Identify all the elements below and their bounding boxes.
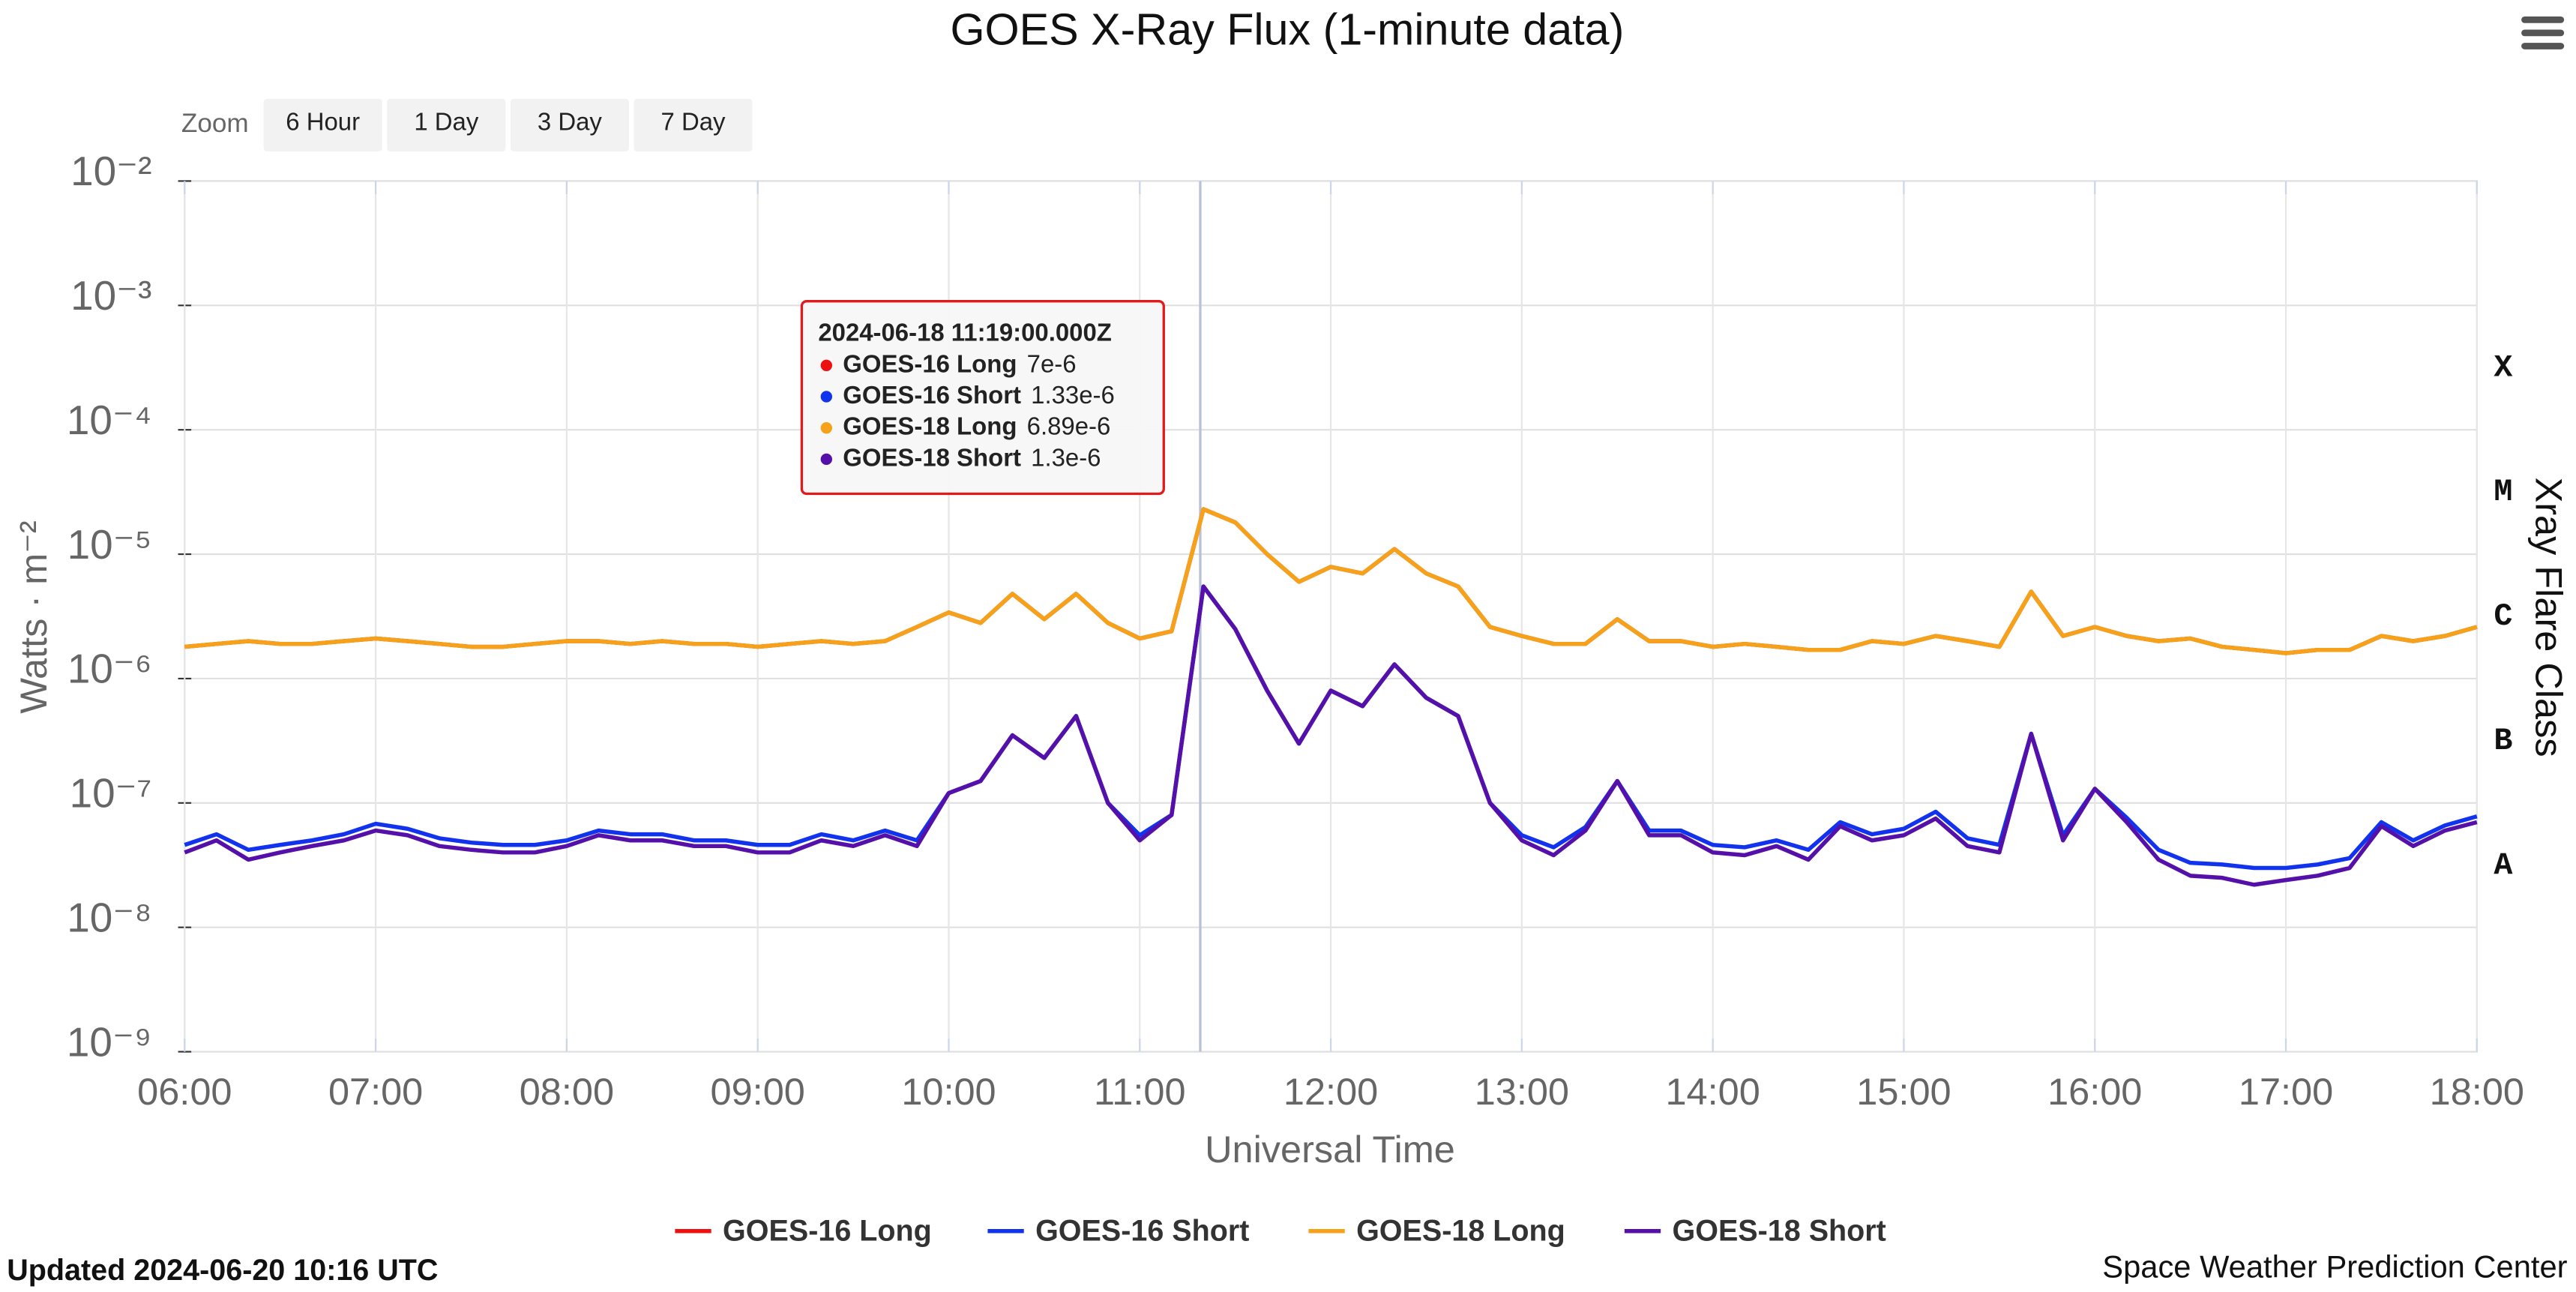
tooltip-value: 1.33e-6: [1031, 381, 1115, 409]
legend-item[interactable]: GOES-18 Long: [1308, 1214, 1565, 1247]
zoom-label: Zoom: [181, 109, 249, 138]
y-tick-label: 10⁻⁷: [70, 770, 152, 817]
tooltip-box: [800, 300, 1165, 496]
x-tick-label: 17:00: [2239, 1070, 2333, 1113]
menu-button[interactable]: [2521, 16, 2565, 49]
tooltip-row: GOES-18 Short 1.3e-6: [843, 443, 1101, 471]
menu-bar: [2521, 29, 2565, 37]
y-tick-label: 10⁻³: [70, 272, 151, 319]
y-tick-label: 10⁻⁸: [67, 894, 151, 940]
zoom-button-label: 7 Day: [661, 107, 726, 135]
y-tick-label: 10⁻⁶: [67, 646, 152, 692]
y2-axis-title: Xray Flare Class: [2528, 478, 2571, 757]
x-tick-label: 12:00: [1284, 1070, 1378, 1113]
tooltip-marker: [820, 421, 833, 434]
zoom-buttons: 6 Hour 1 Day 3 Day 7 Day: [263, 98, 753, 151]
tooltip-value: 7e-6: [1027, 349, 1077, 377]
y-tick-label: 10⁻⁴: [67, 397, 152, 443]
tooltip-value: 6.89e-6: [1027, 412, 1111, 439]
zoom-button-label: 1 Day: [414, 107, 479, 135]
legend-label: GOES-16 Long: [723, 1214, 932, 1247]
x-tick-label: 16:00: [2047, 1070, 2142, 1113]
tooltip-series-name: GOES-16 Short: [843, 381, 1021, 409]
x-tick-label: 10:00: [901, 1070, 996, 1113]
flare-class-label: B: [2494, 723, 2512, 759]
updated-note: Updated 2024-06-20 10:16 UTC: [7, 1254, 438, 1287]
x-tick-label: 07:00: [328, 1070, 423, 1113]
x-tick-label: 15:00: [1856, 1070, 1951, 1113]
x-tick-label: 13:00: [1475, 1070, 1569, 1113]
chart-title: GOES X-Ray Flux (1-minute data): [950, 4, 1624, 55]
legend-label: GOES-18 Long: [1356, 1214, 1565, 1247]
y-tick-label: 10⁻²: [70, 148, 151, 194]
credit: Space Weather Prediction Center: [2102, 1249, 2567, 1284]
zoom-button[interactable]: 6 Hour: [263, 98, 382, 151]
zoom-button-label: 6 Hour: [286, 107, 360, 135]
x-tick-label: 18:00: [2430, 1070, 2524, 1113]
y-tick-label: 10⁻⁹: [67, 1018, 151, 1065]
y-axis-title: Watts · m⁻²: [12, 520, 55, 713]
tooltip: 2024-06-18 11:19:00.000Z GOES-16 Long 7e-6…: [800, 300, 1165, 496]
flare-class-label: C: [2494, 598, 2512, 634]
tooltip-row: GOES-16 Long 7e-6: [843, 349, 1076, 377]
zoom-button-bg: [263, 98, 382, 151]
x-tick-label: 09:00: [711, 1070, 805, 1113]
zoom-button[interactable]: 3 Day: [510, 98, 629, 151]
zoom-button[interactable]: 1 Day: [387, 98, 506, 151]
x-axis-title: Universal Time: [1205, 1128, 1455, 1171]
x-tick-label: 08:00: [520, 1070, 614, 1113]
series-line: [184, 507, 2478, 655]
x-tick-label: 14:00: [1666, 1070, 1760, 1113]
tooltip-marker: [820, 391, 833, 403]
legend-item[interactable]: GOES-16 Long: [675, 1214, 932, 1247]
tooltip-series-name: GOES-18 Long: [843, 412, 1017, 439]
tooltip-time: 2024-06-18 11:19:00.000Z: [818, 318, 1112, 346]
legend-label: GOES-16 Short: [1035, 1214, 1249, 1247]
tooltip-value: 1.3e-6: [1031, 443, 1101, 471]
legend-item[interactable]: GOES-18 Short: [1624, 1214, 1886, 1247]
x-tick-label: 11:00: [1094, 1070, 1186, 1113]
zoom-button-bg: [387, 98, 506, 151]
tooltip-row: GOES-16 Short 1.33e-6: [843, 381, 1114, 409]
flare-class-label: A: [2494, 847, 2513, 883]
zoom-button-label: 3 Day: [538, 107, 603, 135]
series-line: [184, 584, 2478, 887]
y-tick-label: 10⁻⁵: [67, 521, 152, 568]
menu-bar: [2521, 16, 2565, 23]
legend-item[interactable]: GOES-16 Short: [987, 1214, 1249, 1247]
zoom-button[interactable]: 7 Day: [634, 98, 753, 151]
tooltip-series-name: GOES-18 Short: [843, 443, 1021, 471]
legend-label: GOES-18 Short: [1673, 1214, 1886, 1247]
menu-bar: [2521, 43, 2565, 49]
x-tick-label: 06:00: [137, 1070, 232, 1113]
flare-class-label: X: [2494, 349, 2513, 385]
zoom-button-bg: [634, 98, 753, 151]
tooltip-marker: [820, 359, 833, 371]
tooltip-marker: [820, 453, 833, 466]
tooltip-row: GOES-18 Long 6.89e-6: [843, 412, 1110, 439]
tooltip-series-name: GOES-16 Long: [843, 349, 1017, 377]
flare-class-label: M: [2494, 474, 2512, 510]
zoom-button-bg: [510, 98, 629, 151]
